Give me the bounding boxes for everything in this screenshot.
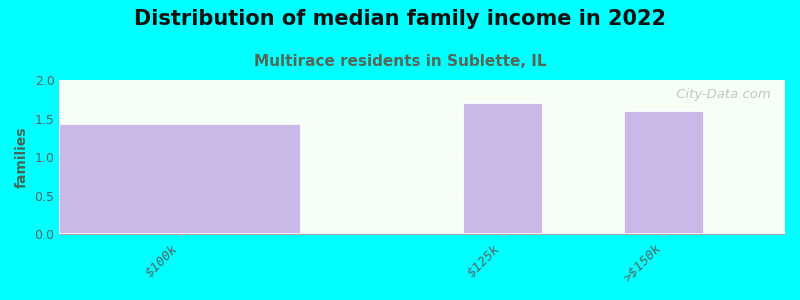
- Bar: [624, 111, 704, 234]
- Bar: [462, 103, 543, 234]
- Text: City-Data.com: City-Data.com: [672, 88, 770, 101]
- Text: Distribution of median family income in 2022: Distribution of median family income in …: [134, 9, 666, 29]
- Text: Multirace residents in Sublette, IL: Multirace residents in Sublette, IL: [254, 54, 546, 69]
- Bar: [59, 124, 302, 234]
- Y-axis label: families: families: [15, 126, 29, 188]
